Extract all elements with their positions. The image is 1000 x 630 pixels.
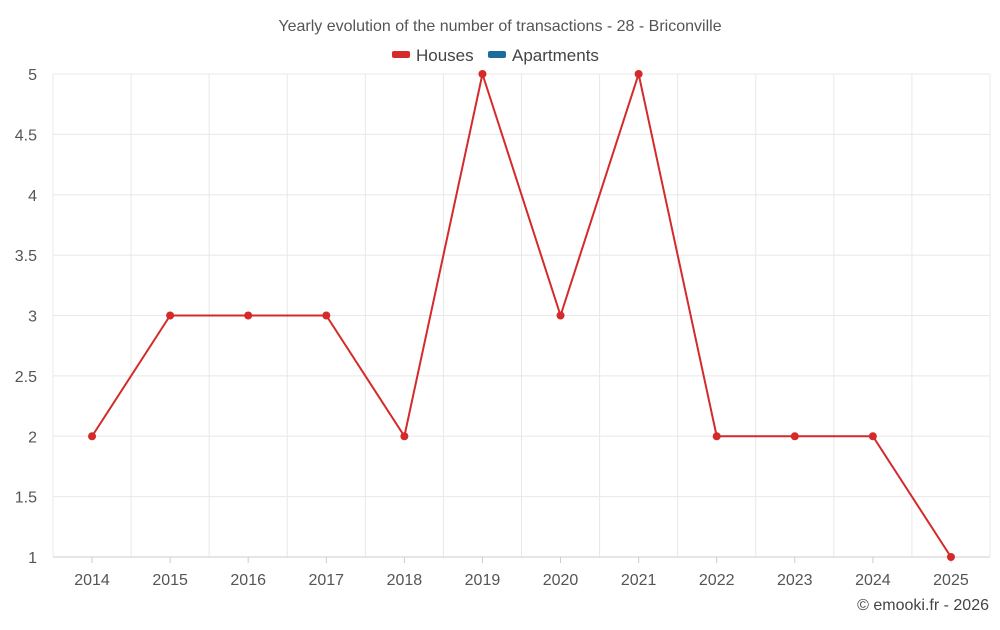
legend-label-houses[interactable]: Houses	[416, 46, 474, 65]
legend-label-apartments[interactable]: Apartments	[512, 46, 599, 65]
data-point[interactable]	[868, 432, 877, 441]
series-houses	[88, 70, 955, 561]
data-point[interactable]	[322, 311, 331, 320]
data-point[interactable]	[790, 432, 799, 441]
x-tick-label: 2016	[230, 572, 266, 589]
x-tick-label: 2020	[543, 572, 579, 589]
x-tick-label: 2024	[855, 572, 891, 589]
x-tick-label: 2015	[152, 572, 188, 589]
x-tick-label: 2018	[387, 572, 423, 589]
x-tick-label: 2017	[308, 572, 344, 589]
legend: Houses Apartments	[392, 46, 599, 65]
x-tick-label: 2023	[777, 572, 813, 589]
y-tick-label: 4.5	[15, 127, 37, 144]
y-tick-label: 4	[28, 188, 37, 205]
y-tick-label: 2.5	[15, 369, 37, 386]
x-tick-label: 2019	[465, 572, 501, 589]
data-point[interactable]	[946, 553, 955, 561]
y-tick-label: 3	[28, 309, 37, 326]
x-tick-label: 2022	[699, 572, 735, 589]
y-axis: 1 1.5 2 2.5 3 3.5 4 4.5 5	[15, 67, 37, 567]
data-point[interactable]	[400, 432, 409, 441]
y-tick-label: 2	[28, 429, 37, 446]
x-tick-label: 2025	[933, 572, 969, 589]
data-point[interactable]	[166, 311, 175, 320]
y-tick-label: 5	[28, 67, 37, 84]
series-line-houses	[91, 73, 952, 558]
y-tick-label: 3.5	[15, 248, 37, 265]
data-point[interactable]	[556, 311, 565, 320]
data-point[interactable]	[88, 432, 97, 441]
y-tick-label: 1	[28, 550, 37, 567]
chart-title: Yearly evolution of the number of transa…	[278, 18, 721, 35]
data-point[interactable]	[712, 432, 721, 441]
y-tick-label: 1.5	[15, 490, 37, 507]
x-tick-label: 2021	[621, 572, 657, 589]
data-point[interactable]	[634, 70, 643, 78]
data-point[interactable]	[478, 70, 487, 78]
legend-swatch-houses	[392, 51, 410, 58]
credit-text: © emooki.fr - 2026	[857, 597, 989, 614]
legend-swatch-apartments	[488, 51, 506, 58]
x-axis: 2014 2015 2016 2017 2018 2019 2020 2021 2022 2023…	[53, 556, 990, 589]
data-point[interactable]	[244, 311, 253, 320]
x-tick-label: 2014	[74, 572, 110, 589]
